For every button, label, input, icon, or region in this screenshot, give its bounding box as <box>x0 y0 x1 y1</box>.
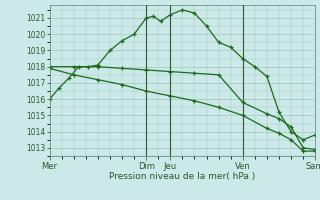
X-axis label: Pression niveau de la mer( hPa ): Pression niveau de la mer( hPa ) <box>109 172 256 181</box>
